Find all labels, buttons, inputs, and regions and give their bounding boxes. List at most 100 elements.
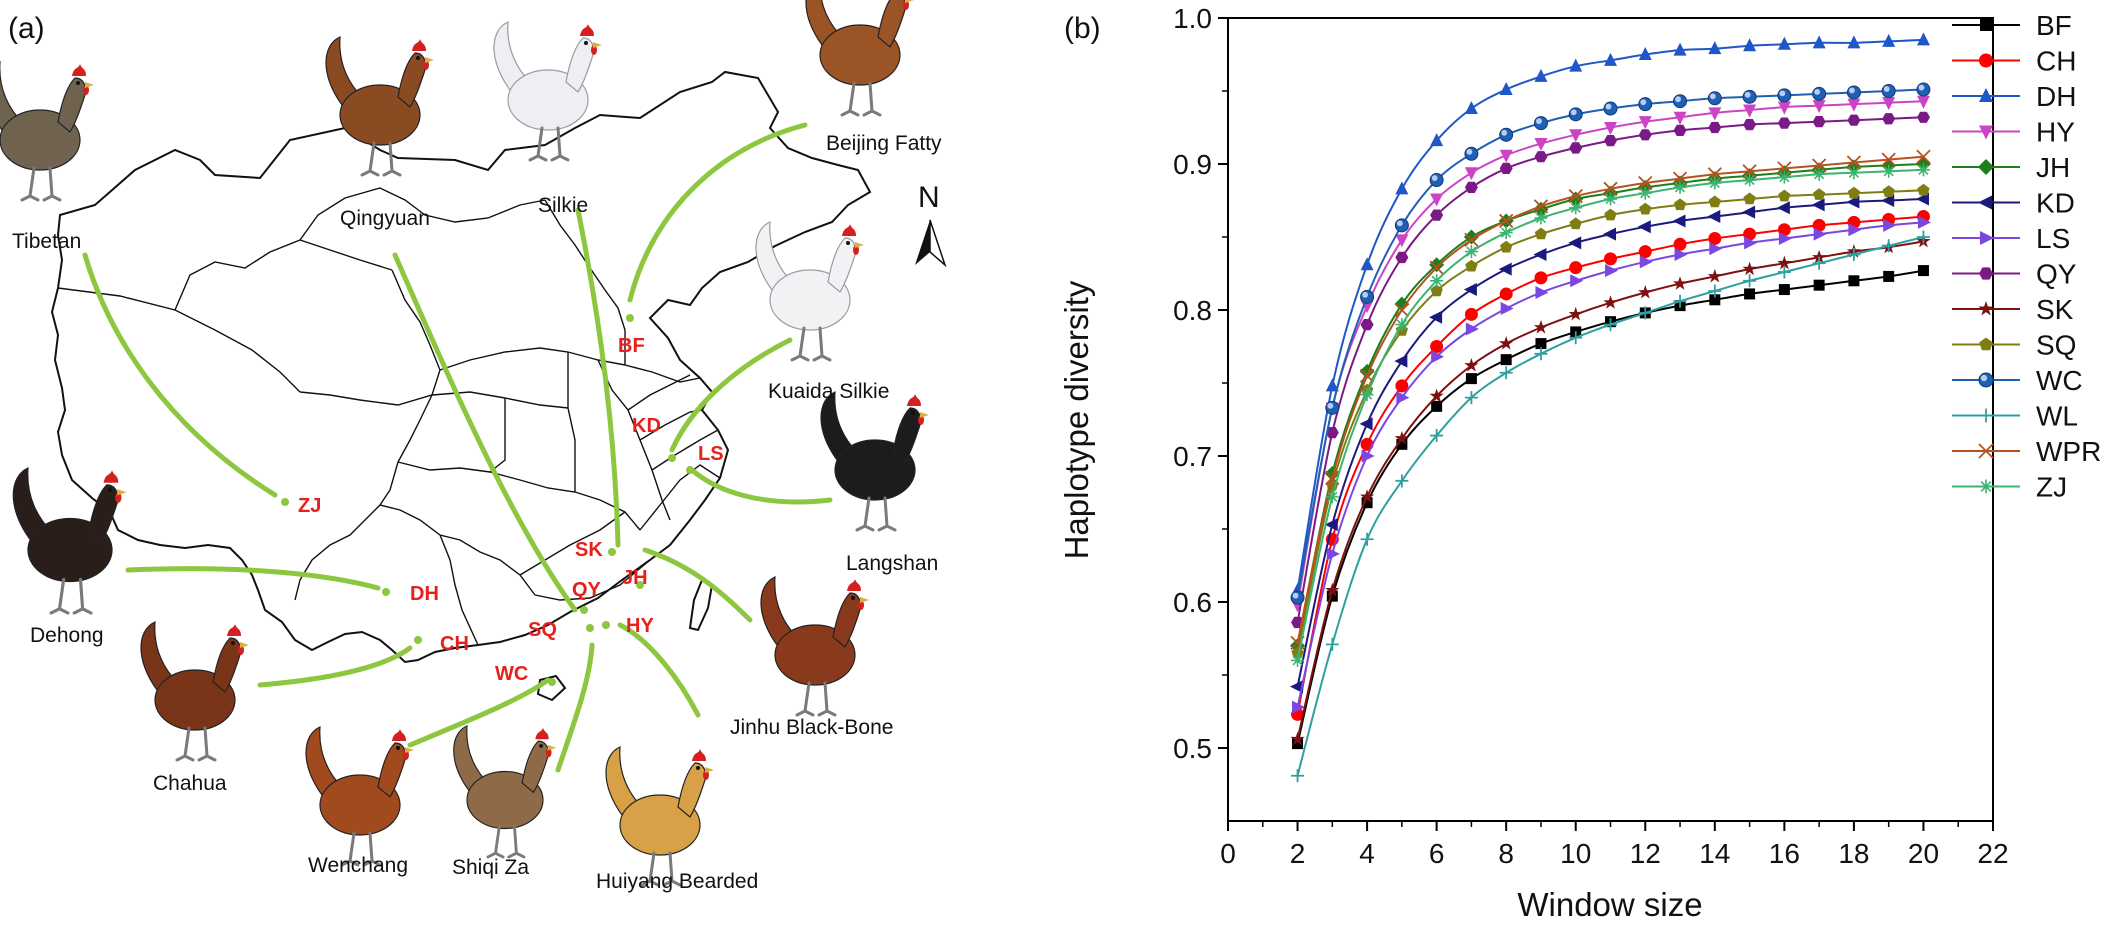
data-point-ch — [1812, 218, 1826, 232]
data-point-ch — [1638, 245, 1652, 259]
data-point-zj — [1325, 490, 1339, 504]
data-point-wpr — [1846, 155, 1862, 170]
data-point-wl — [1395, 474, 1409, 488]
series-ch — [1291, 210, 1930, 721]
data-point-sk — [1290, 731, 1305, 746]
data-point-ls — [1535, 285, 1549, 299]
chicken-photo-jinhu-black-bone — [760, 576, 869, 717]
data-point-sq — [1847, 186, 1861, 199]
data-point-zj — [1708, 176, 1722, 190]
chicken-photos — [0, 0, 929, 887]
data-point-hy — [1430, 193, 1444, 207]
data-point-sk — [1429, 388, 1444, 403]
series-kd — [1290, 192, 1929, 694]
data-point-ch — [1464, 307, 1478, 321]
data-point-wl — [1430, 429, 1444, 443]
data-point-bf — [1500, 354, 1512, 366]
data-point-zj — [1430, 274, 1444, 288]
data-point-wpr — [1464, 232, 1479, 248]
data-point-hy — [1673, 111, 1687, 125]
data-point-bf — [1744, 288, 1756, 300]
series-line-sk — [1296, 240, 1924, 740]
data-point-bf — [1535, 338, 1547, 350]
data-point-dh — [1743, 38, 1757, 52]
data-point-ch — [1534, 271, 1548, 285]
legend-marker — [1979, 479, 1993, 494]
data-point-kd — [1915, 192, 1929, 206]
data-point-hy — [1882, 97, 1896, 111]
data-point-dh — [1847, 35, 1861, 49]
data-point-jh — [1463, 229, 1479, 245]
series-bf — [1292, 265, 1929, 750]
legend-item-wc: WC — [1952, 365, 2083, 396]
legend-label: WPR — [2036, 436, 2101, 467]
connector-jinhu — [642, 547, 753, 623]
data-point-qy — [1534, 151, 1548, 163]
data-point-ls — [1326, 547, 1340, 561]
series-line-wpr — [1296, 155, 1924, 644]
legend-marker — [1979, 267, 1993, 280]
chicken-photo-kuaida-silkie — [755, 221, 864, 362]
data-point-hy — [1847, 98, 1861, 112]
breed-name-wenchang: Wenchang — [308, 854, 408, 877]
province-borders — [57, 187, 721, 646]
data-point-zj — [1882, 164, 1896, 178]
data-point-ch — [1430, 340, 1444, 353]
legend-item-sq: SQ — [1952, 330, 2076, 361]
y-tick-label: 0.9 — [1173, 149, 1212, 180]
data-point-kd — [1533, 248, 1547, 262]
data-point-wpr — [1359, 368, 1375, 383]
x-tick-label: 12 — [1630, 838, 1661, 869]
data-point-kd — [1394, 354, 1408, 368]
data-point-qy — [1673, 124, 1687, 136]
data-point-sk — [1360, 489, 1375, 503]
data-point-qy — [1812, 116, 1826, 128]
data-point-sk — [1672, 276, 1688, 290]
legend-marker — [1979, 125, 1993, 140]
data-point-ch — [1777, 223, 1791, 237]
data-point-sq — [1465, 259, 1478, 272]
connector-huiyang — [617, 622, 701, 718]
legend-marker — [1980, 231, 1994, 245]
data-point-dh — [1395, 181, 1409, 195]
data-point-kd — [1637, 220, 1651, 234]
x-tick-label: 8 — [1498, 838, 1514, 869]
data-point-kd — [1463, 283, 1477, 297]
code-wc: WC — [495, 663, 528, 685]
data-point-sq — [1430, 284, 1443, 297]
data-point-ls — [1431, 350, 1445, 364]
data-point-ls — [1813, 227, 1827, 241]
data-point-qy — [1882, 113, 1896, 125]
legend-label: QY — [2036, 259, 2077, 290]
data-point-qy — [1917, 111, 1930, 123]
breed-names: Tibetan Qingyuan Silkie Beijing Fatty Ku… — [12, 132, 942, 893]
data-point-zj — [1812, 167, 1826, 181]
legend-item-ls: LS — [1952, 223, 2070, 254]
code-qy: QY — [572, 579, 602, 601]
series-ls — [1292, 215, 1931, 714]
legend-label: KD — [2036, 188, 2075, 219]
data-point-wl — [1325, 637, 1339, 651]
data-point-dh — [1430, 133, 1444, 147]
connector-wenchang — [407, 677, 551, 748]
data-point-sk — [1638, 285, 1653, 299]
data-point-wl — [1882, 239, 1896, 253]
chicken-photo-chahua — [140, 621, 249, 762]
data-point-hy — [1743, 104, 1757, 118]
legend-item-qy: QY — [1952, 259, 2077, 290]
data-point-hy — [1777, 101, 1791, 115]
data-point-sq — [1708, 195, 1721, 208]
legend-item-bf: BF — [1952, 10, 2072, 41]
data-point-bf — [1292, 738, 1304, 750]
data-point-sq — [1569, 217, 1582, 230]
data-point-qy — [1430, 209, 1444, 221]
x-tick-label: 10 — [1560, 838, 1591, 869]
data-point-ls — [1361, 449, 1375, 463]
series-dh — [1291, 32, 1930, 596]
legend-label: JH — [2036, 152, 2070, 183]
data-point-ls — [1500, 302, 1514, 316]
breed-name-tibetan: Tibetan — [12, 230, 81, 253]
connector-silkie — [575, 207, 621, 548]
data-point-hy — [1395, 234, 1409, 248]
data-point-wl — [1777, 265, 1791, 279]
